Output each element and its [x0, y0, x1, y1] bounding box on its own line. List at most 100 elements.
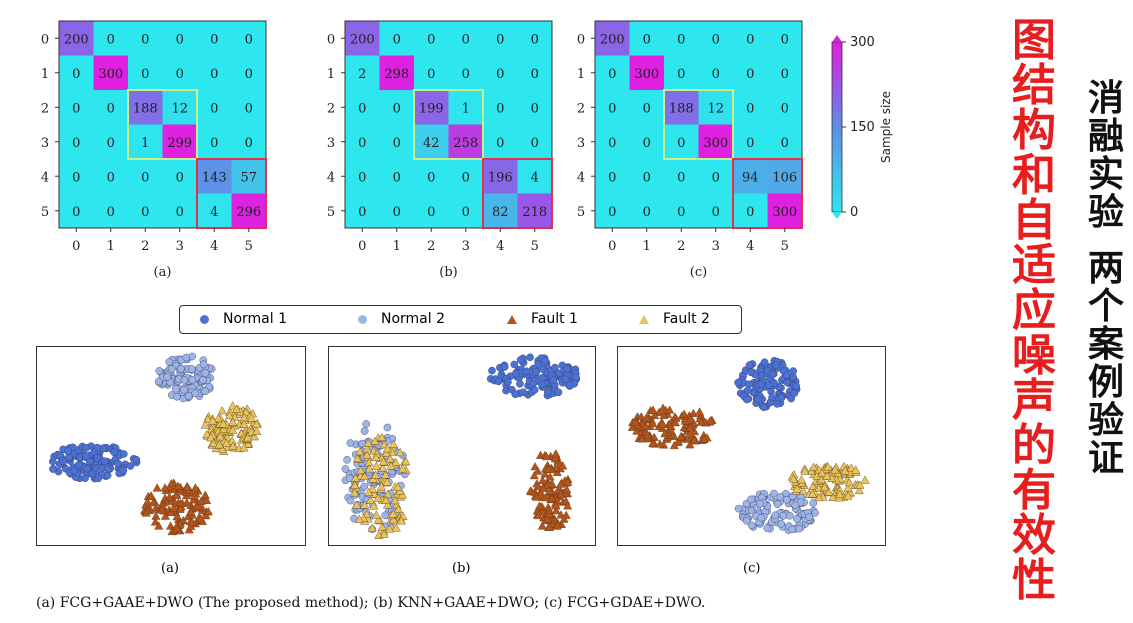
side-title-char: 构 [1012, 105, 1056, 156]
matrix-cell [448, 90, 484, 125]
y-tick-label: 3 [327, 136, 335, 151]
side-title-red-text: 图结构和自适应噪声的有效性 [1004, 18, 1064, 603]
matrix-cell [595, 90, 630, 125]
matrix-cell-value: 0 [781, 101, 789, 116]
side-title-black: 消融实验 两个案例验证 [1078, 80, 1133, 478]
matrix-cell [345, 21, 380, 56]
confusion-matrix-b-svg: 200 0 0 0 0 02 298 0 0 0 00 0 199 1 0 00 0 42 258 0 00 0 0 0 196… [327, 20, 553, 280]
matrix-cell [733, 55, 768, 91]
matrix-cell-value: 0 [608, 170, 616, 185]
matrix-cell [379, 124, 415, 160]
matrix-cell-value: 0 [531, 32, 539, 47]
matrix-cell-value: 0 [462, 205, 470, 220]
matrix-cell [59, 193, 94, 229]
x-tick-label: 3 [462, 239, 470, 254]
matrix-cell [345, 90, 380, 125]
matrix-cell-value: 0 [643, 170, 651, 185]
y-tick-label: 5 [577, 205, 585, 220]
matrix-cell [629, 21, 665, 56]
matrix-cell [197, 159, 232, 194]
matrix-cell-value: 94 [742, 170, 759, 185]
matrix-cell [483, 55, 518, 91]
x-tick-label: 3 [712, 239, 720, 254]
x-tick-label: 2 [427, 239, 435, 254]
matrix-cell-value: 0 [608, 205, 616, 220]
matrix-cell [93, 159, 129, 194]
matrix-sublabel: (b) [439, 265, 457, 280]
cluster-fault-2 [787, 461, 870, 502]
matrix-cell-value: 0 [358, 205, 366, 220]
y-tick-label: 0 [41, 32, 49, 47]
matrix-cell-value: 0 [393, 101, 401, 116]
matrix-cell-value: 2 [358, 67, 366, 82]
matrix-cell [733, 90, 768, 125]
matrix-cell-value: 0 [746, 67, 754, 82]
cluster-fault-1 [140, 478, 213, 536]
side-title-black-line1: 消融实验 [1078, 80, 1133, 232]
x-tick-label: 2 [677, 239, 685, 254]
matrix-cell-value: 300 [634, 67, 659, 82]
x-tick-label: 0 [608, 239, 616, 254]
matrix-cell [448, 55, 484, 91]
circle-icon [200, 314, 209, 324]
matrix-cell-value: 0 [712, 67, 720, 82]
y-tick-label: 3 [577, 136, 585, 151]
matrix-cell-value: 0 [712, 170, 720, 185]
matrix-cell-value: 0 [72, 136, 80, 151]
matrix-cell [162, 193, 198, 229]
matrix-sublabel: (a) [154, 265, 172, 280]
matrix-cell [93, 90, 129, 125]
side-title-char: 证 [1087, 438, 1124, 479]
matrix-cell-value: 0 [643, 32, 651, 47]
matrix-cell-value: 0 [496, 32, 504, 47]
side-title-char: 消 [1087, 78, 1124, 119]
cluster-normal-1 [49, 442, 141, 483]
tsne-panel-b [328, 346, 596, 546]
matrix-cell-value: 0 [176, 170, 184, 185]
matrix-cell-value: 0 [176, 67, 184, 82]
matrix-cell [379, 159, 415, 194]
highlight-box-green [127, 89, 198, 160]
matrix-cell [231, 159, 267, 194]
matrix-cell-value: 0 [393, 170, 401, 185]
matrix-cell [517, 124, 553, 160]
matrix-cell-value: 0 [608, 67, 616, 82]
matrix-cell-value: 299 [167, 136, 192, 151]
matrix-cell-value: 0 [746, 136, 754, 151]
matrix-cell [231, 55, 267, 91]
confusion-matrix-a: 200 0 0 0 0 0 0 300 0 0 0 0 0 0 188 12 0 0 0 0 1 299 0 0 0 0 0 0 143… [0, 0, 300, 295]
matrix-cell [414, 193, 449, 229]
x-tick-label: 1 [643, 239, 651, 254]
matrix-cell-value: 0 [608, 101, 616, 116]
matrix-cell-value: 0 [141, 170, 149, 185]
matrix-cell-value: 300 [772, 205, 797, 220]
matrix-cell [629, 193, 665, 229]
matrix-cell-value: 12 [171, 101, 188, 116]
matrix-cell [595, 159, 630, 194]
matrix-cell-value: 0 [781, 136, 789, 151]
matrix-cell [414, 124, 449, 160]
matrix-cell [664, 124, 699, 160]
matrix-cell [664, 159, 699, 194]
matrix-cell [345, 159, 380, 194]
matrix-cell [162, 21, 198, 56]
matrix-cell-value: 0 [677, 136, 685, 151]
matrix-cell-value: 0 [427, 32, 435, 47]
legend-label-normal-2: Normal 2 [381, 311, 446, 327]
x-tick-label: 5 [781, 239, 789, 254]
matrix-cell [128, 124, 163, 160]
legend-item-normal-2: Normal 2 [358, 311, 445, 327]
cluster-fault-1 [627, 403, 717, 450]
matrix-cell [595, 124, 630, 160]
matrix-cell-value: 0 [781, 67, 789, 82]
matrix-cell-value: 0 [643, 136, 651, 151]
matrix-cell [197, 90, 232, 125]
matrix-cell [197, 124, 232, 160]
colorbar-cap-top [832, 35, 842, 42]
matrix-cell [767, 21, 803, 56]
legend-item-fault-2: Fault 2 [639, 311, 710, 327]
matrix-cell [162, 55, 198, 91]
matrix-cell-value: 0 [712, 205, 720, 220]
matrix-cell-value: 0 [107, 32, 115, 47]
matrix-cell [448, 193, 484, 229]
